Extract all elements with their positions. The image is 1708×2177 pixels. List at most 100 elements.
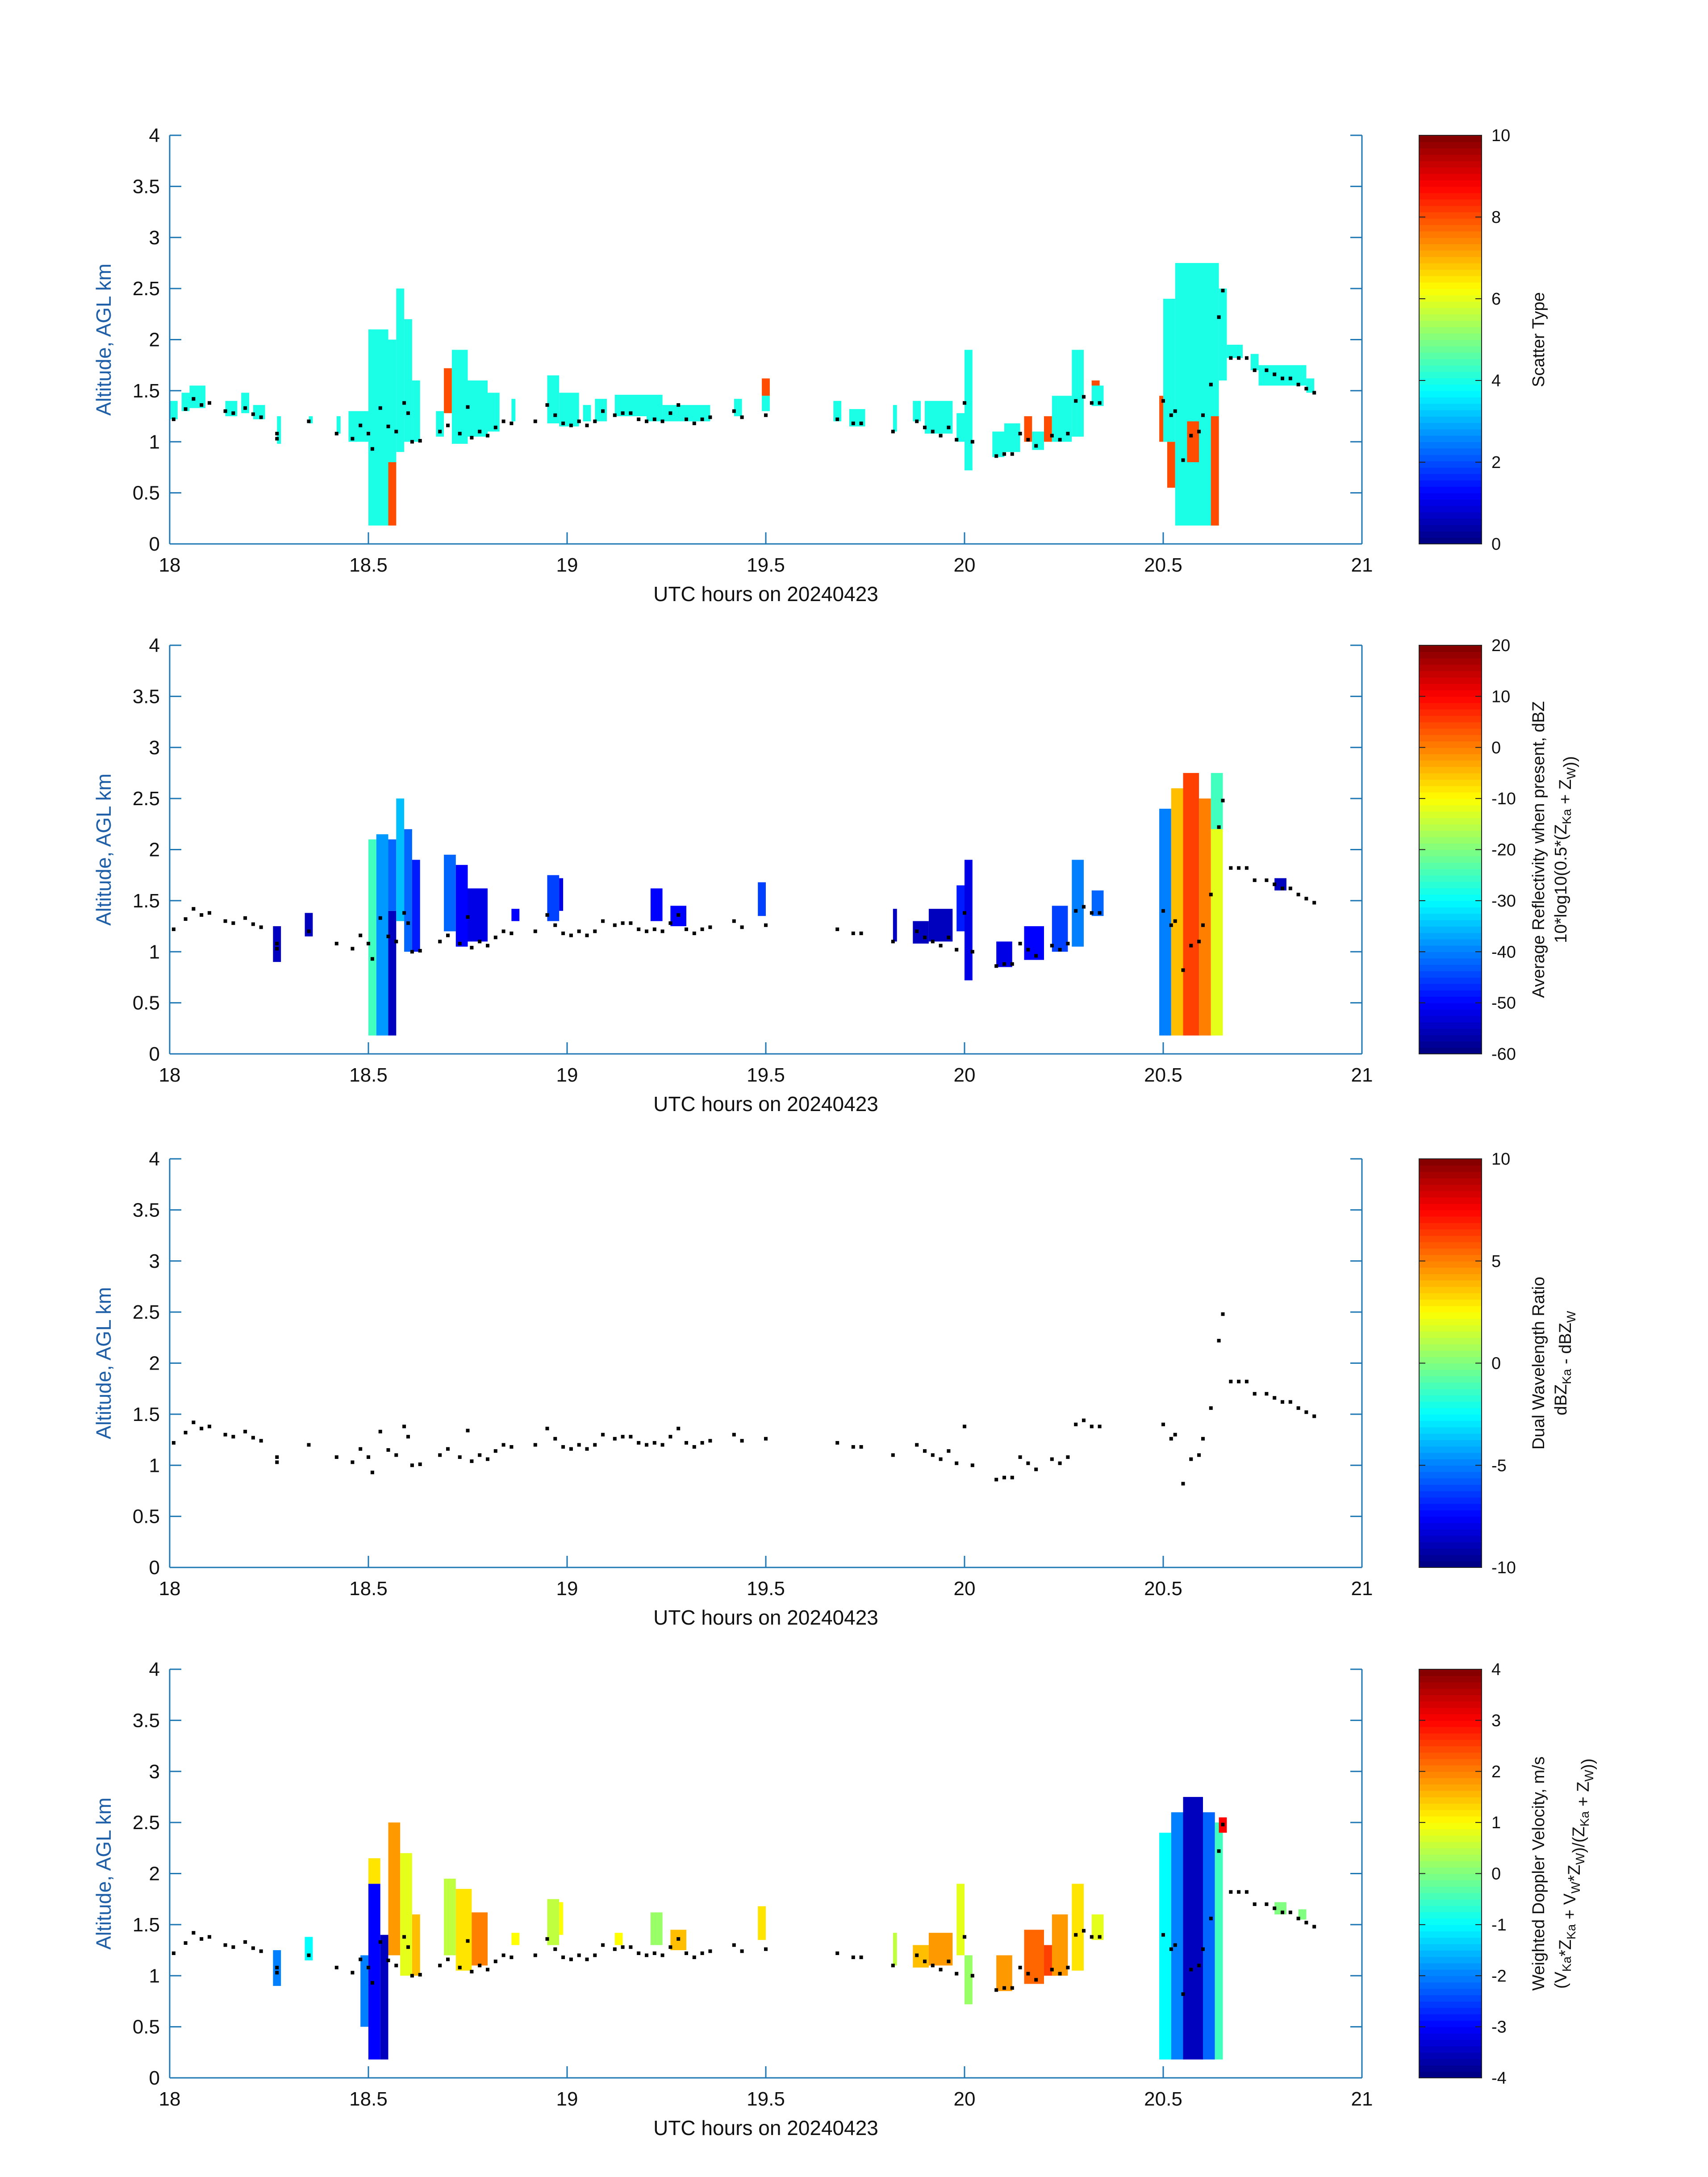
colorbar-band xyxy=(1419,531,1482,538)
colorbar-band xyxy=(1419,952,1482,959)
reference-point xyxy=(351,1460,355,1464)
colorbar-band xyxy=(1419,442,1482,449)
colorbar-band xyxy=(1419,1047,1482,1054)
reference-point xyxy=(438,1453,442,1457)
colorbar-band xyxy=(1419,1752,1482,1759)
colorbar-band xyxy=(1419,1280,1482,1287)
reference-point xyxy=(859,1956,863,1960)
colorbar-band xyxy=(1419,282,1482,289)
colorbar-band xyxy=(1419,869,1482,876)
reference-point xyxy=(466,405,470,409)
reference-point xyxy=(1181,968,1185,972)
data-cell xyxy=(277,416,281,444)
reference-point xyxy=(307,419,311,423)
colorbar-band xyxy=(1419,1937,1482,1944)
data-cell xyxy=(468,380,488,437)
colorbar-band xyxy=(1419,760,1482,767)
colorbar-band xyxy=(1419,180,1482,187)
data-cell xyxy=(376,834,388,1036)
reference-point xyxy=(677,403,681,407)
reference-point xyxy=(994,1478,998,1482)
x-axis-label: UTC hours on 20240423 xyxy=(653,1606,878,1629)
x-axis-label: UTC hours on 20240423 xyxy=(653,582,878,606)
reference-point xyxy=(685,417,688,421)
reference-point xyxy=(200,913,204,917)
reference-point xyxy=(970,440,974,444)
x-tick-label: 19.5 xyxy=(747,2088,785,2110)
reference-point xyxy=(629,411,633,415)
reference-point xyxy=(637,927,641,931)
reference-point xyxy=(367,431,370,435)
y-tick-label: 0.5 xyxy=(133,992,160,1014)
colorbar-band xyxy=(1419,1790,1482,1797)
reference-point xyxy=(1237,1890,1241,1894)
data-cell xyxy=(305,1937,313,1960)
reference-point xyxy=(1221,798,1225,802)
reference-point xyxy=(1229,866,1233,870)
reference-point xyxy=(708,415,712,419)
colorbar-band xyxy=(1419,1421,1482,1428)
colorbar-band xyxy=(1419,205,1482,213)
reference-point xyxy=(466,1429,470,1433)
reference-point xyxy=(478,1964,482,1968)
reference-point xyxy=(923,1960,927,1964)
colorbar-band xyxy=(1419,1873,1482,1880)
x-tick-label: 20.5 xyxy=(1144,1064,1182,1086)
reference-point xyxy=(692,932,696,936)
x-tick-label: 18 xyxy=(159,554,181,576)
reference-point xyxy=(668,921,672,925)
reference-point xyxy=(192,907,196,911)
reference-point xyxy=(334,1455,338,1459)
colorbar-band xyxy=(1419,900,1482,907)
colorbar-tick-label: 10 xyxy=(1491,1150,1510,1169)
colorbar-band xyxy=(1419,1433,1482,1440)
reference-point xyxy=(1082,905,1086,909)
data-cell xyxy=(1187,421,1199,462)
data-cell xyxy=(468,888,488,942)
reference-point xyxy=(668,1435,672,1439)
reference-point xyxy=(1018,1965,1022,1969)
reference-point xyxy=(660,1443,664,1447)
colorbar-band xyxy=(1419,1484,1482,1492)
colorbar-band xyxy=(1419,824,1482,831)
colorbar-tick-label: -5 xyxy=(1491,1456,1507,1475)
colorbar-band xyxy=(1419,473,1482,481)
data-cell xyxy=(992,431,1004,457)
reference-point xyxy=(1209,1406,1213,1410)
reference-point xyxy=(1026,1972,1030,1976)
reference-point xyxy=(208,911,211,915)
data-cell xyxy=(1052,1914,1068,1976)
colorbar-band xyxy=(1419,1261,1482,1268)
colorbar-band xyxy=(1419,1401,1482,1408)
colorbar-band xyxy=(1419,766,1482,773)
reference-point xyxy=(458,1455,462,1459)
reference-point xyxy=(939,434,943,438)
x-tick-label: 20 xyxy=(954,554,976,576)
colorbar-band xyxy=(1419,1829,1482,1836)
reference-point xyxy=(406,1945,410,1949)
reference-point xyxy=(370,1981,374,1985)
data-cell xyxy=(996,1955,1012,1991)
reference-point xyxy=(915,1443,919,1447)
colorbar-band xyxy=(1419,308,1482,315)
reference-point xyxy=(652,417,656,421)
reference-point xyxy=(418,949,422,953)
reference-point xyxy=(307,929,311,933)
colorbar-band xyxy=(1419,1171,1482,1178)
colorbar-tick-label: 6 xyxy=(1491,290,1501,309)
reference-point xyxy=(1169,413,1173,417)
reference-point xyxy=(891,940,895,944)
reference-point xyxy=(1181,458,1185,462)
data-cell xyxy=(1171,1812,1183,2060)
data-cell xyxy=(559,1902,564,1935)
colorbar-band xyxy=(1419,1331,1482,1338)
reference-point xyxy=(386,424,390,428)
colorbar-band xyxy=(1419,728,1482,735)
x-tick-label: 20 xyxy=(954,1578,976,1600)
data-cell xyxy=(396,288,405,452)
colorbar-band xyxy=(1419,1388,1482,1396)
data-cell xyxy=(181,393,190,411)
reference-point xyxy=(275,431,279,435)
reference-point xyxy=(851,932,855,936)
y-axis-label: Altitude, AGL km xyxy=(92,1797,115,1950)
